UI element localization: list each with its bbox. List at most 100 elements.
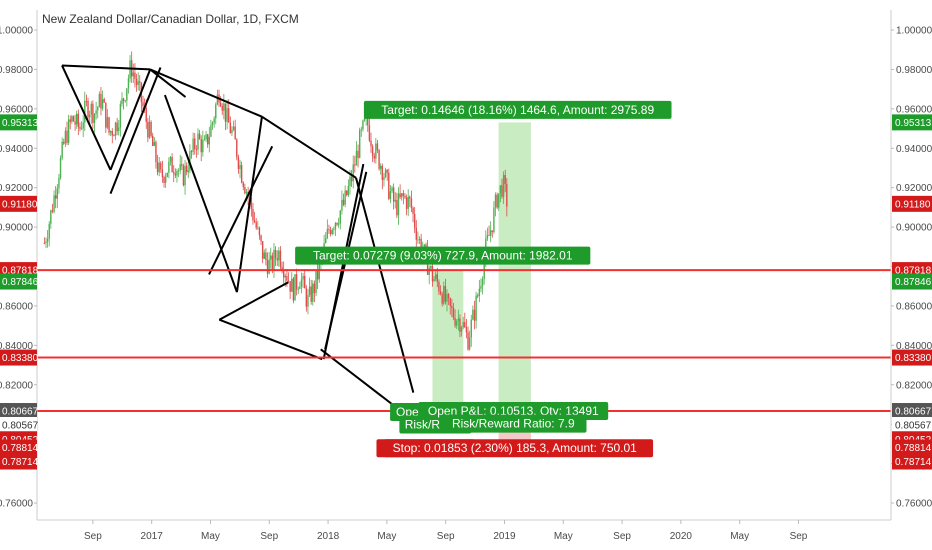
candle-body — [211, 122, 214, 126]
candle-body — [344, 190, 346, 205]
pattern-line[interactable] — [149, 68, 263, 118]
candle-body — [185, 165, 188, 173]
candle-body — [478, 288, 481, 297]
price-label: 0.83380 0.83380 — [0, 349, 932, 366]
candle-body — [501, 185, 503, 197]
annotation: Target: 0.14646 (18.16%) 1464.6, Amount:… — [363, 100, 672, 119]
candle-body — [504, 175, 506, 184]
annotation-text: Stop: 0.01853 (2.30%) 185.3, Amount: 750… — [393, 441, 638, 455]
pattern-line[interactable] — [149, 68, 187, 98]
x-tick-label: May — [554, 531, 573, 542]
pattern-line[interactable] — [320, 348, 401, 412]
candle-body — [498, 193, 500, 208]
price-label: 0.87846 0.87846 — [0, 273, 932, 290]
candle-body — [152, 135, 154, 146]
candle-body — [192, 138, 194, 152]
candle-body — [174, 173, 177, 176]
candle-body — [491, 230, 493, 232]
pattern-line[interactable] — [235, 116, 263, 293]
price-label-text-left: 0.78814 — [2, 443, 39, 454]
candle-body — [274, 249, 277, 259]
candle-body — [229, 122, 232, 134]
candle-body — [489, 230, 492, 236]
position-zone[interactable] — [498, 122, 531, 412]
candle-body — [139, 81, 141, 83]
candle-body — [467, 332, 469, 350]
candle-body — [234, 126, 236, 140]
candle-body — [433, 278, 435, 282]
candle-body — [119, 104, 122, 128]
candle-body — [399, 193, 401, 198]
candle-body — [402, 193, 405, 196]
annotation: Stop: 0.01853 (2.30%) 185.3, Amount: 750… — [376, 439, 654, 458]
candle-body — [357, 150, 359, 158]
candle-body — [84, 100, 86, 123]
candle-body — [203, 139, 206, 141]
candle-body — [111, 131, 113, 136]
x-tick-label: Sep — [437, 531, 455, 542]
candle-body — [150, 121, 152, 136]
candle-body — [72, 116, 75, 122]
candle-body — [282, 271, 285, 278]
pattern-line[interactable] — [109, 69, 152, 171]
candle-body — [250, 197, 253, 209]
candle-body — [346, 190, 348, 196]
y-tick-label-right: 0.82000 — [896, 380, 932, 391]
pattern-line[interactable] — [208, 145, 274, 275]
candle-body — [381, 165, 384, 181]
candle-body — [80, 128, 83, 130]
pattern-line[interactable] — [163, 94, 238, 293]
candle-body — [355, 150, 358, 166]
candle-body — [132, 72, 135, 77]
candle-body — [295, 274, 298, 290]
price-label-text: 0.80567 — [895, 420, 932, 431]
pattern-line[interactable] — [218, 281, 289, 321]
pattern-line[interactable] — [61, 64, 151, 71]
candle-body — [98, 94, 101, 108]
candle-body — [271, 255, 274, 270]
candle-body — [103, 99, 105, 103]
annotation-text: Open P&L: 0.10513, Qty: 13491 — [428, 404, 599, 418]
candle-body — [304, 275, 306, 289]
y-tick-label-right: 0.94000 — [896, 144, 932, 155]
candle-body — [443, 285, 445, 304]
price-label-bg-left — [0, 114, 37, 131]
candle-body — [449, 298, 451, 306]
x-tick-label: 2019 — [493, 531, 516, 542]
candle-body — [43, 242, 46, 244]
candle-body — [394, 199, 396, 202]
price-label: 0.80567 0.80567 — [0, 416, 932, 433]
pattern-line[interactable] — [218, 318, 323, 361]
y-tick-label-left: 1.00000 — [0, 26, 33, 37]
pattern-line[interactable] — [261, 115, 357, 179]
candle-body — [124, 100, 126, 102]
pattern-lines[interactable] — [61, 64, 415, 412]
candle-body — [184, 165, 186, 186]
candle-body — [436, 274, 439, 282]
price-labels: 0.953130.953130.911800.911800.878180.878… — [0, 114, 932, 470]
candle-body — [97, 107, 99, 111]
price-label-bg-left — [0, 195, 37, 212]
candle-body — [236, 139, 238, 158]
candle-body — [202, 139, 204, 153]
annotation-bg — [363, 100, 672, 119]
x-tick-label: 2020 — [670, 531, 693, 542]
candle-body — [164, 176, 167, 183]
candle-body — [268, 259, 270, 274]
candle-body — [391, 187, 393, 192]
candle-body — [61, 141, 63, 158]
candle-body — [312, 283, 314, 302]
position-zone[interactable] — [432, 270, 464, 412]
candle-body — [168, 161, 170, 173]
pattern-line[interactable] — [109, 67, 162, 194]
candle-body — [242, 182, 244, 187]
candle-body — [126, 88, 128, 101]
candle-body — [462, 321, 464, 328]
price-label-bg — [892, 403, 932, 420]
candle-body — [210, 125, 212, 137]
candle-body — [281, 266, 283, 272]
candle-body — [56, 188, 59, 199]
candle-body — [160, 162, 162, 170]
pattern-line[interactable] — [61, 65, 112, 171]
